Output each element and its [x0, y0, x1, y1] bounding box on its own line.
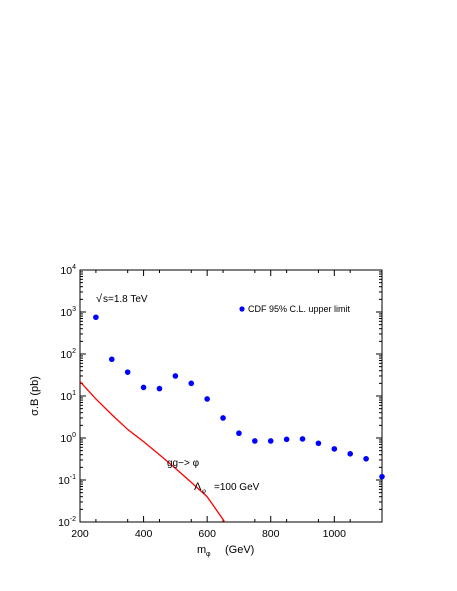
axis-ticks: [79, 269, 382, 523]
x-tick-label: 800: [262, 528, 280, 540]
data-point: [188, 380, 195, 387]
data-point: [236, 430, 242, 437]
legend: CDF 95% C.L. upper limit: [239, 304, 351, 314]
y-axis-label: σ.B (pb): [29, 376, 41, 416]
energy-text: s=1.8 TeV: [103, 294, 148, 305]
x-axis-label: m φ (GeV): [197, 544, 254, 558]
data-point: [331, 446, 338, 452]
y-tick-label: 10-2: [58, 516, 76, 529]
data-point: [315, 440, 322, 447]
data-point: [220, 415, 226, 421]
y-tick-label: 10-1: [58, 474, 76, 487]
legend-marker: [239, 306, 245, 312]
x-tick-label: 1000: [323, 528, 347, 540]
series-line: [79, 381, 226, 523]
data-point: [347, 451, 354, 457]
y-tick-label: 100: [60, 432, 76, 445]
y-tick-label: 101: [60, 390, 76, 403]
data-point: [283, 436, 290, 443]
lambda-value: =100 GeV: [214, 482, 260, 493]
axis-tick-labels: 200 400 600 800 1000 104 103 102 101 100 10-1 10-2: [58, 264, 346, 540]
data-point: [156, 385, 163, 392]
series-line-layer: [79, 381, 226, 523]
x-axis-label-main: m: [197, 544, 206, 556]
legend-label: CDF 95% C.L. upper limit: [248, 304, 351, 314]
lambda-symbol: Λ: [194, 481, 202, 493]
sqrt-symbol: √: [96, 293, 103, 305]
x-axis-label-unit: (GeV): [225, 544, 254, 556]
x-tick-label: 400: [135, 528, 153, 540]
lambda-annotation: Λ φ =100 GeV: [194, 481, 260, 495]
y-tick-label: 103: [60, 306, 76, 319]
data-point: [108, 356, 115, 363]
data-point: [363, 455, 369, 462]
data-point: [172, 373, 179, 379]
data-point: [299, 436, 306, 442]
data-point: [124, 369, 131, 375]
y-tick-label: 102: [60, 348, 76, 361]
data-point: [204, 396, 210, 402]
data-point: [252, 438, 258, 444]
y-tick-label: 104: [60, 264, 76, 277]
series-points-layer: [93, 314, 385, 480]
process-annotation: gg−> φ: [167, 458, 200, 469]
lambda-subscript: φ: [202, 489, 206, 495]
data-point: [140, 384, 147, 391]
x-tick-label: 600: [198, 528, 216, 540]
x-axis-label-sub: φ: [206, 551, 211, 558]
x-tick-label: 200: [71, 528, 89, 540]
data-point: [93, 314, 99, 321]
data-point: [267, 438, 274, 444]
energy-annotation: √ s=1.8 TeV: [96, 293, 148, 305]
data-point: [379, 473, 385, 480]
